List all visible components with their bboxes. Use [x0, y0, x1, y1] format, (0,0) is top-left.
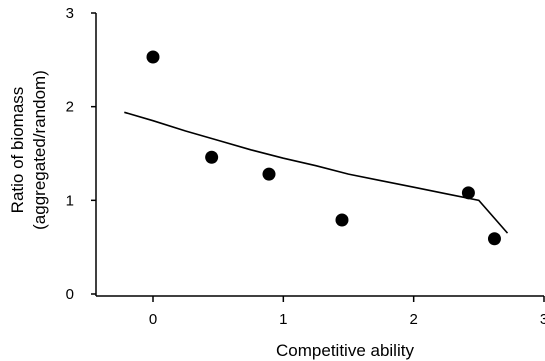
y-tick-label: 0 — [66, 286, 74, 303]
data-point — [146, 50, 160, 64]
ticks — [91, 12, 545, 302]
fit-curve — [124, 111, 509, 234]
y-tick-label: 3 — [66, 5, 74, 22]
x-tick-label: 3 — [540, 311, 545, 328]
data-point — [335, 213, 349, 227]
data-point — [262, 167, 276, 181]
data-point — [461, 186, 475, 200]
y-axis-title-line-1: Ratio of biomass — [8, 87, 27, 214]
axes — [95, 13, 544, 297]
y-tick-label: 1 — [66, 192, 74, 209]
tick-labels: 0 1 2 3 0 1 2 3 — [66, 5, 545, 328]
data-point — [205, 150, 219, 164]
y-tick-label: 2 — [66, 99, 74, 116]
y-axis-title-line-2: (aggregated/random) — [30, 70, 49, 230]
data-point — [487, 232, 501, 246]
x-tick-label: 2 — [409, 311, 417, 328]
data-points — [146, 50, 501, 246]
x-tick-label: 0 — [149, 311, 157, 328]
x-axis-title: Competitive ability — [276, 341, 414, 360]
x-tick-label: 1 — [279, 311, 287, 328]
